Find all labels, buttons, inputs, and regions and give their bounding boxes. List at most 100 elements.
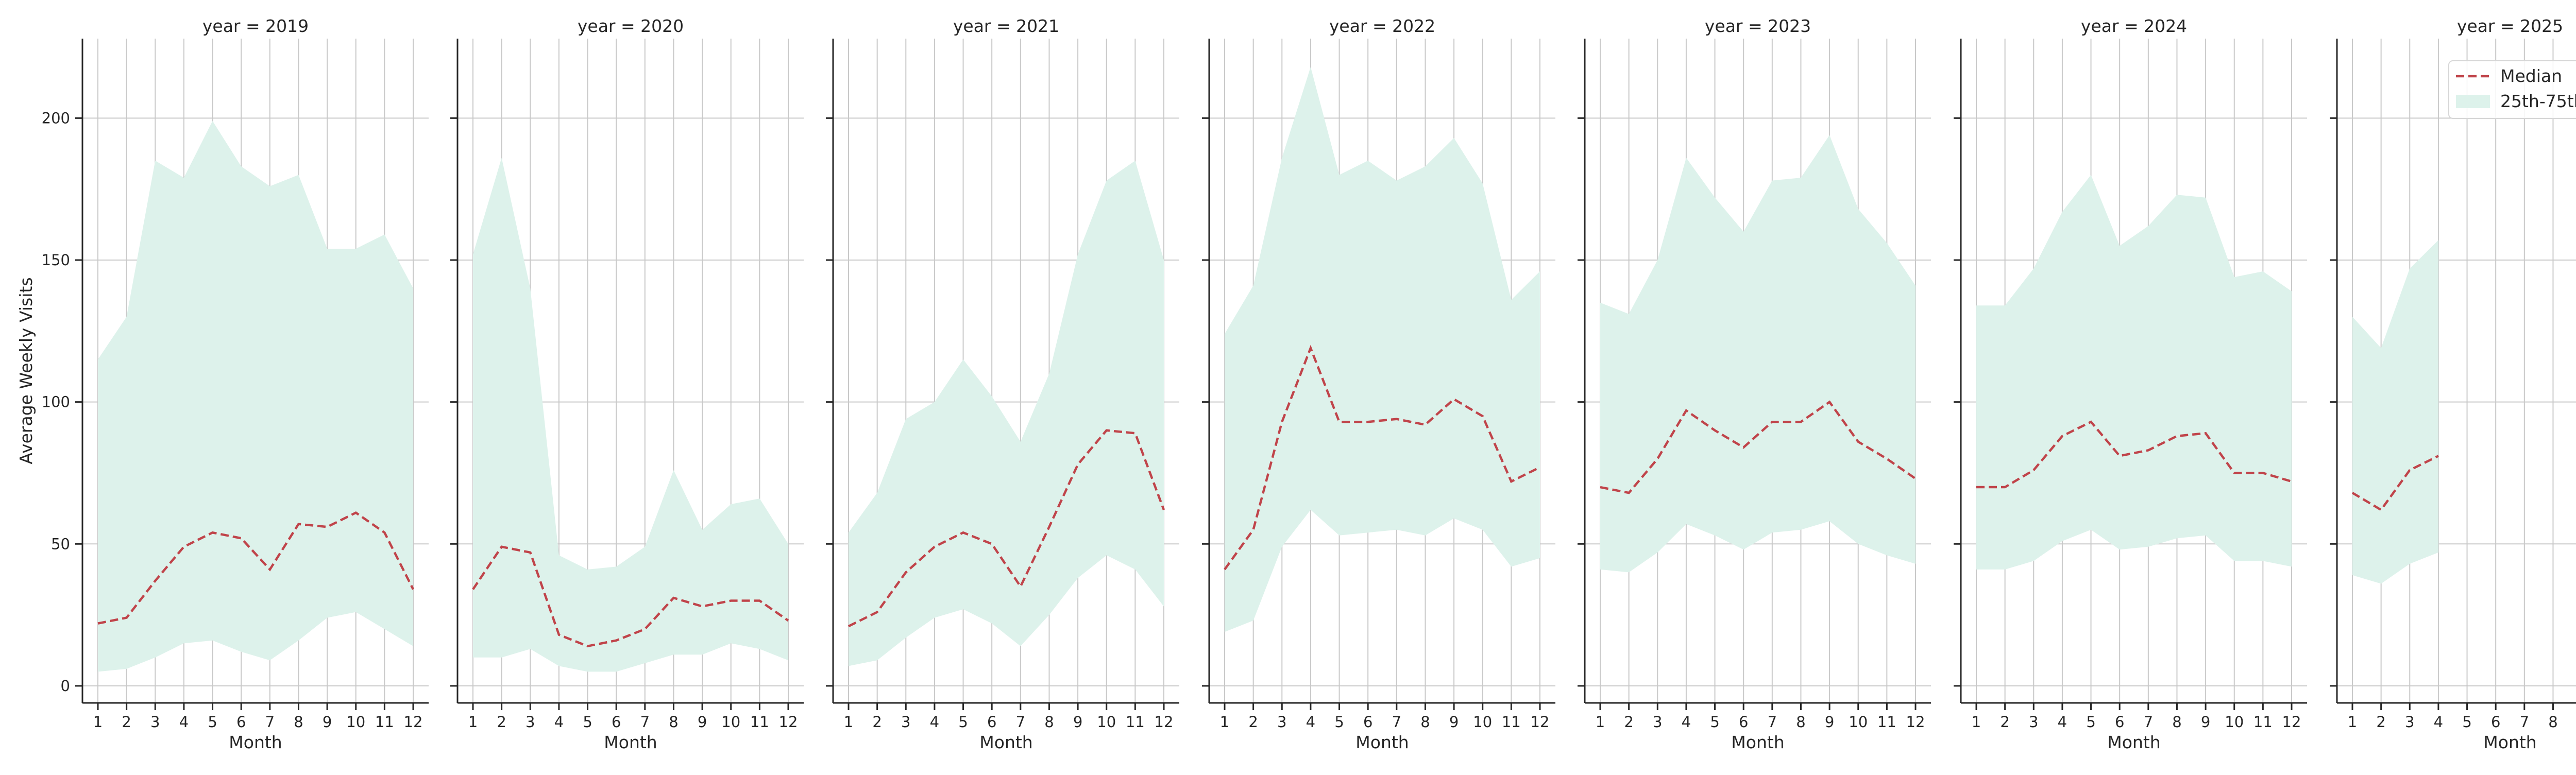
x-tick-label: 11 — [375, 713, 394, 731]
panel-title: year = 2023 — [1705, 16, 1811, 36]
x-tick-label: 5 — [1334, 713, 1344, 731]
panel-title: year = 2021 — [953, 16, 1059, 36]
x-tick-label: 12 — [1155, 713, 1174, 731]
y-tick-label: 200 — [42, 109, 70, 127]
x-tick-label: 6 — [612, 713, 621, 731]
x-axis-label: Month — [1355, 732, 1409, 752]
x-tick-label: 5 — [1710, 713, 1719, 731]
x-tick-label: 2 — [2376, 713, 2385, 731]
x-tick-label: 12 — [1531, 713, 1550, 731]
legend-band-label: 25th-75th Percentile — [2500, 91, 2576, 111]
x-tick-label: 6 — [2115, 713, 2124, 731]
x-tick-label: 4 — [1682, 713, 1691, 731]
x-tick-label: 3 — [1653, 713, 1662, 731]
x-tick-label: 4 — [2058, 713, 2067, 731]
x-tick-label: 11 — [2253, 713, 2273, 731]
percentile-band — [1976, 175, 2292, 570]
x-tick-label: 1 — [844, 713, 853, 731]
x-tick-label: 11 — [750, 713, 769, 731]
x-tick-label: 6 — [987, 713, 996, 731]
x-tick-label: 2 — [497, 713, 506, 731]
panel-title: year = 2019 — [202, 16, 309, 36]
x-tick-label: 6 — [1363, 713, 1372, 731]
x-tick-label: 7 — [1768, 713, 1777, 731]
x-tick-label: 8 — [1044, 713, 1054, 731]
x-tick-label: 7 — [1016, 713, 1025, 731]
median-line — [1976, 420, 2292, 489]
x-tick-label: 7 — [2520, 713, 2529, 731]
panel-title: year = 2022 — [1329, 16, 1435, 36]
x-tick-label: 9 — [323, 713, 332, 731]
legend-band-swatch — [2456, 95, 2490, 108]
panel-title: year = 2024 — [2081, 16, 2187, 36]
median-line — [472, 545, 789, 648]
x-tick-label: 3 — [2029, 713, 2038, 731]
x-tick-label: 4 — [1306, 713, 1315, 731]
x-tick-label: 4 — [2434, 713, 2443, 731]
x-tick-label: 12 — [1906, 713, 1925, 731]
y-tick-label: 150 — [42, 251, 70, 269]
y-tick-label: 100 — [42, 393, 70, 411]
x-tick-label: 8 — [2548, 713, 2557, 731]
x-tick-label: 10 — [721, 713, 740, 731]
percentile-band — [473, 158, 788, 672]
x-tick-label: 1 — [1972, 713, 1981, 731]
x-tick-label: 6 — [2491, 713, 2500, 731]
x-tick-label: 5 — [2086, 713, 2095, 731]
x-tick-label: 5 — [2462, 713, 2471, 731]
x-tick-label: 4 — [930, 713, 939, 731]
median-line — [97, 511, 415, 625]
x-tick-label: 11 — [1877, 713, 1896, 731]
x-tick-label: 1 — [93, 713, 103, 731]
x-tick-label: 6 — [236, 713, 246, 731]
percentile-band — [1225, 67, 1540, 632]
legend-median-label: Median — [2500, 66, 2562, 86]
x-tick-label: 7 — [640, 713, 650, 731]
percentile-band — [849, 161, 1164, 666]
x-axis-label: Month — [229, 732, 282, 752]
x-tick-label: 5 — [583, 713, 592, 731]
x-tick-label: 2 — [2000, 713, 2009, 731]
x-tick-label: 3 — [150, 713, 160, 731]
x-tick-label: 6 — [1739, 713, 1748, 731]
y-axis-label: Average Weekly Visits — [16, 277, 36, 464]
x-tick-label: 10 — [1473, 713, 1492, 731]
x-tick-label: 10 — [1849, 713, 1868, 731]
x-tick-label: 10 — [346, 713, 365, 731]
x-tick-label: 8 — [2172, 713, 2181, 731]
x-axis-label: Month — [2107, 732, 2160, 752]
x-tick-label: 1 — [1596, 713, 1605, 731]
x-tick-label: 2 — [1624, 713, 1633, 731]
median-line — [2351, 455, 2439, 512]
x-axis-label: Month — [2483, 732, 2536, 752]
x-tick-label: 1 — [1220, 713, 1229, 731]
x-tick-label: 12 — [404, 713, 423, 731]
x-tick-label: 2 — [122, 713, 131, 731]
x-tick-label: 12 — [779, 713, 798, 731]
x-tick-label: 9 — [698, 713, 707, 731]
legend: Median 25th-75th Percentile — [2448, 60, 2576, 119]
x-tick-label: 9 — [1073, 713, 1082, 731]
panel-title: year = 2020 — [578, 16, 684, 36]
x-tick-label: 3 — [2405, 713, 2414, 731]
x-tick-label: 8 — [1796, 713, 1805, 731]
x-tick-label: 8 — [294, 713, 303, 731]
x-tick-label: 4 — [179, 713, 189, 731]
x-tick-label: 12 — [2282, 713, 2301, 731]
x-axis-label: Month — [604, 732, 657, 752]
x-tick-label: 9 — [2201, 713, 2210, 731]
x-tick-label: 11 — [1502, 713, 1521, 731]
x-tick-label: 2 — [1248, 713, 1258, 731]
percentile-band — [1600, 135, 1916, 573]
x-tick-label: 5 — [958, 713, 968, 731]
x-tick-label: 3 — [526, 713, 535, 731]
